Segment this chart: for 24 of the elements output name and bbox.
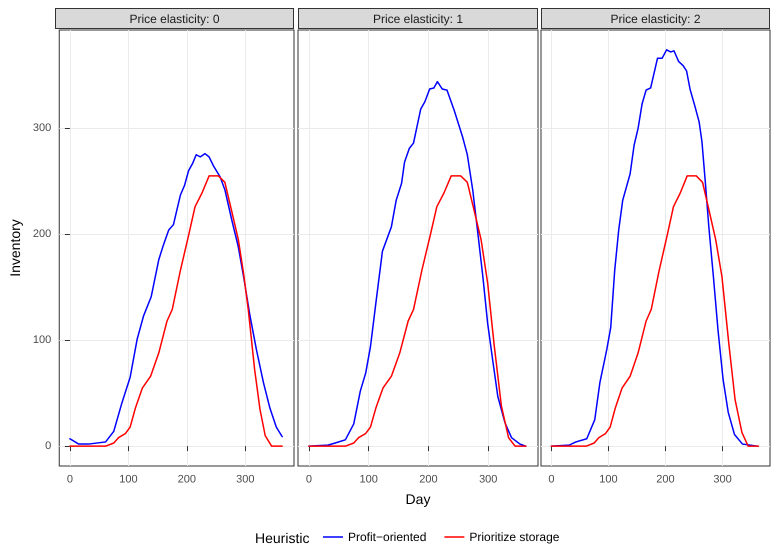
x-tick-label: 300	[479, 474, 498, 486]
y-axis-title: Inventory	[7, 219, 23, 277]
x-tick-label: 0	[66, 474, 73, 486]
y-tick-label: 300	[32, 122, 52, 134]
chart-title: Price elasticity: 0	[55, 8, 294, 29]
chart-title: Price elasticity: 2	[541, 8, 770, 29]
legend-title: Heuristic	[255, 530, 310, 546]
x-axis-title: Day	[406, 491, 430, 507]
x-tick-label: 0	[548, 474, 554, 486]
x-tick-label: 100	[360, 474, 378, 486]
legend-label: Prioritize storage	[469, 530, 560, 544]
x-tick-label: 100	[119, 474, 138, 486]
x-tick-label: 0	[306, 474, 312, 486]
x-tick-label: 100	[599, 474, 618, 486]
x-tick-label: 300	[713, 474, 732, 486]
x-tick-label: 200	[178, 474, 196, 486]
y-tick-label: 100	[32, 334, 52, 346]
chart-title: Price elasticity: 1	[298, 8, 538, 29]
legend-label: Profit−oriented	[348, 530, 426, 544]
x-tick-label: 200	[656, 474, 675, 486]
x-tick-label: 300	[236, 474, 255, 486]
x-tick-label: 200	[419, 474, 438, 486]
y-tick-label: 200	[32, 228, 52, 240]
y-tick-label: 0	[45, 440, 52, 452]
